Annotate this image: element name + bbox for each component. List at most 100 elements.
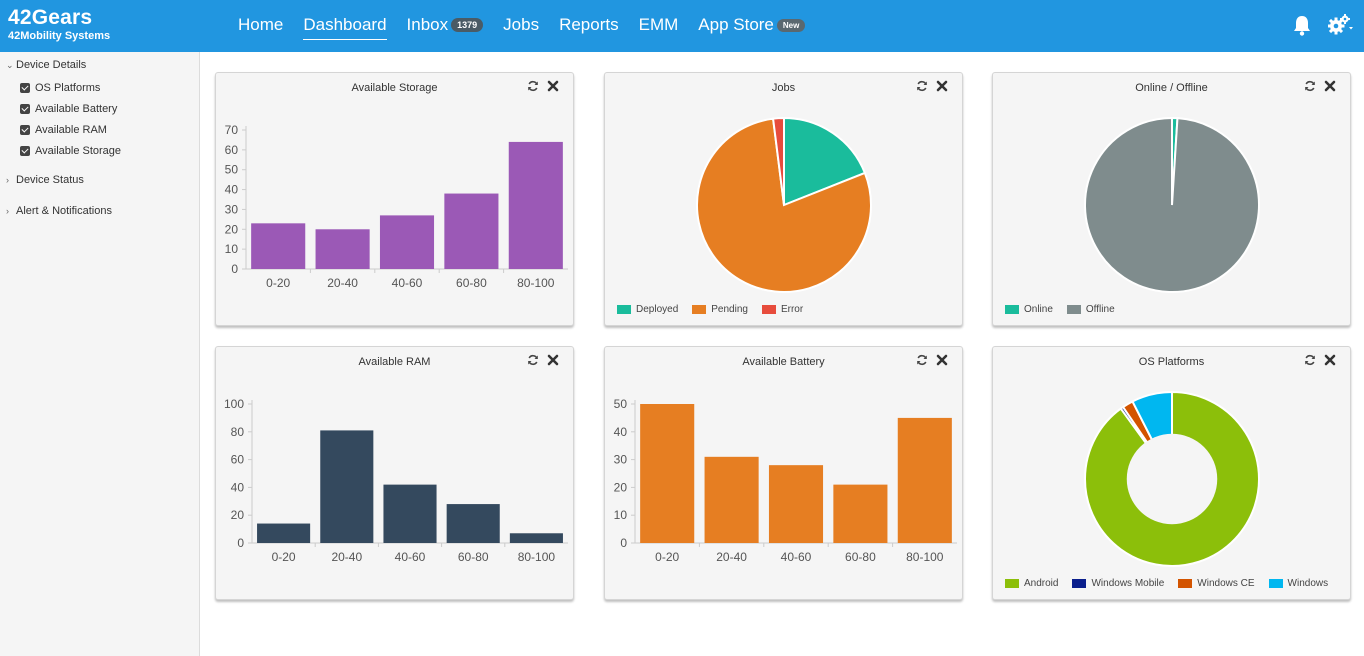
widget-online-offline: Online / Offline Online Offline — [992, 72, 1351, 326]
close-icon[interactable] — [547, 80, 559, 92]
slice-pending[interactable] — [696, 117, 872, 293]
bar-60-80[interactable] — [833, 484, 888, 543]
legend-item-windows-ce[interactable]: Windows CE — [1178, 578, 1255, 589]
settings-gear-icon[interactable] — [1328, 14, 1354, 36]
brand-name: 42Gears — [8, 6, 93, 29]
widget-title: Jobs — [771, 82, 796, 94]
y-tick-label: 60 — [225, 143, 239, 157]
legend-label: Android — [1024, 578, 1059, 589]
legend-item-offline[interactable]: Offline — [1066, 304, 1115, 315]
widget-controls — [908, 354, 948, 366]
checkbox-checked-icon[interactable] — [20, 83, 30, 93]
nav-dashboard[interactable]: Dashboard — [303, 14, 387, 40]
sidebar-item-label: Available Storage — [35, 145, 122, 157]
legend-label: Deployed — [636, 304, 679, 315]
close-icon[interactable] — [936, 354, 948, 366]
legend-item-pending[interactable]: Pending — [692, 304, 748, 315]
bar-20-40[interactable] — [704, 456, 759, 543]
bar-40-60[interactable] — [379, 215, 435, 269]
y-tick-label: 0 — [231, 262, 238, 276]
legend-item-deployed[interactable]: Deployed — [617, 304, 678, 315]
slice-deployed[interactable] — [783, 116, 867, 207]
legend-label: Error — [780, 304, 804, 315]
y-tick-label: 10 — [614, 508, 628, 522]
slice-error[interactable] — [771, 116, 785, 206]
bar-60-80[interactable] — [444, 193, 499, 269]
bar-80-100[interactable] — [508, 141, 563, 269]
checkbox-checked-icon[interactable] — [20, 125, 30, 135]
sidebar-group-label: Device Details — [16, 59, 87, 71]
y-tick-label: 40 — [614, 425, 628, 439]
nav-appstore-label: App Store — [698, 15, 774, 34]
legend-swatch — [1005, 579, 1019, 588]
widget-jobs: Jobs Deployed Pending Error — [604, 72, 963, 326]
legend-label: Offline — [1085, 304, 1115, 315]
refresh-icon[interactable] — [527, 354, 539, 366]
refresh-icon[interactable] — [1304, 80, 1316, 92]
nav-jobs[interactable]: Jobs — [503, 15, 540, 34]
y-tick-label: 10 — [225, 242, 239, 256]
sidebar-item-available-battery[interactable]: Available Battery — [20, 103, 117, 115]
sidebar-group-alerts[interactable]: › Alert & Notifications — [6, 205, 112, 217]
sidebar-item-os-platforms[interactable]: OS Platforms — [20, 82, 100, 94]
donut-hole — [1126, 433, 1218, 525]
sidebar-item-available-storage[interactable]: Available Storage — [20, 145, 121, 157]
ram-bar-chart: 0 20 40 60 80 100 0-20 20-40 40-60 60-80 80-100 — [224, 397, 568, 564]
y-tick-label: 20 — [231, 508, 245, 522]
widget-controls — [1296, 80, 1336, 92]
bar-40-60[interactable] — [383, 484, 437, 543]
legend-item-windows-mobile[interactable]: Windows Mobile — [1072, 578, 1164, 589]
legend-item-online[interactable]: Online — [1005, 304, 1053, 315]
y-tick-label: 50 — [614, 397, 628, 411]
x-tick-label: 20-40 — [716, 550, 747, 564]
nav-appstore[interactable]: App Store New — [698, 14, 806, 36]
legend-item-windows[interactable]: Windows — [1268, 578, 1328, 589]
close-icon[interactable] — [936, 80, 948, 92]
nav-home[interactable]: Home — [238, 15, 284, 34]
bar-0-20[interactable] — [257, 523, 311, 543]
bar-80-100[interactable] — [897, 417, 952, 543]
bar-20-40[interactable] — [315, 229, 370, 269]
sidebar-group-device-details[interactable]: ⌄ Device Details — [6, 59, 86, 71]
bell-icon[interactable] — [1292, 14, 1312, 36]
widget-controls — [519, 80, 559, 92]
y-tick-label: 40 — [225, 183, 239, 197]
checkbox-checked-icon[interactable] — [20, 146, 30, 156]
x-tick-label: 80-100 — [906, 550, 944, 564]
close-icon[interactable] — [547, 354, 559, 366]
legend-label: Online — [1024, 304, 1053, 315]
legend-swatch — [1072, 579, 1087, 588]
nav-inbox[interactable]: Inbox 1379 — [407, 14, 484, 36]
bar-80-100[interactable] — [509, 533, 563, 543]
close-icon[interactable] — [1324, 80, 1336, 92]
close-icon[interactable] — [1324, 354, 1336, 366]
bar-40-60[interactable] — [768, 465, 824, 543]
x-tick-label: 60-80 — [456, 276, 487, 290]
nav-reports[interactable]: Reports — [559, 15, 619, 34]
refresh-icon[interactable] — [916, 354, 928, 366]
jobs-pie-chart — [696, 116, 872, 293]
y-tick-label: 80 — [231, 425, 245, 439]
bar-20-40[interactable] — [320, 430, 374, 543]
slice-offline[interactable] — [1084, 116, 1260, 293]
bar-60-80[interactable] — [446, 504, 500, 543]
legend-item-error[interactable]: Error — [761, 304, 804, 315]
widget-title: OS Platforms — [1138, 356, 1205, 368]
brand-logo[interactable]: 42Gears 42Mobility Systems — [8, 7, 110, 43]
widget-available-ram: Available RAM 0 20 40 60 80 100 0-20 20-40 40-60… — [215, 346, 574, 600]
refresh-icon[interactable] — [527, 80, 539, 92]
sidebar-item-available-ram[interactable]: Available RAM — [20, 124, 107, 136]
top-navbar: 42Gears 42Mobility Systems Home Dashboar… — [0, 0, 1364, 52]
nav-emm[interactable]: EMM — [638, 15, 679, 34]
bar-0-20[interactable] — [251, 223, 306, 269]
legend-item-android[interactable]: Android — [1005, 578, 1058, 589]
nav-inbox-label: Inbox — [406, 15, 449, 34]
refresh-icon[interactable] — [1304, 354, 1316, 366]
sidebar-item-label: Available Battery — [35, 103, 118, 115]
x-tick-label: 20-40 — [327, 276, 358, 290]
checkbox-checked-icon[interactable] — [20, 104, 30, 114]
refresh-icon[interactable] — [916, 80, 928, 92]
os-platforms-donut-chart — [1084, 390, 1260, 567]
sidebar-group-device-status[interactable]: › Device Status — [6, 174, 84, 186]
bar-0-20[interactable] — [640, 404, 695, 543]
